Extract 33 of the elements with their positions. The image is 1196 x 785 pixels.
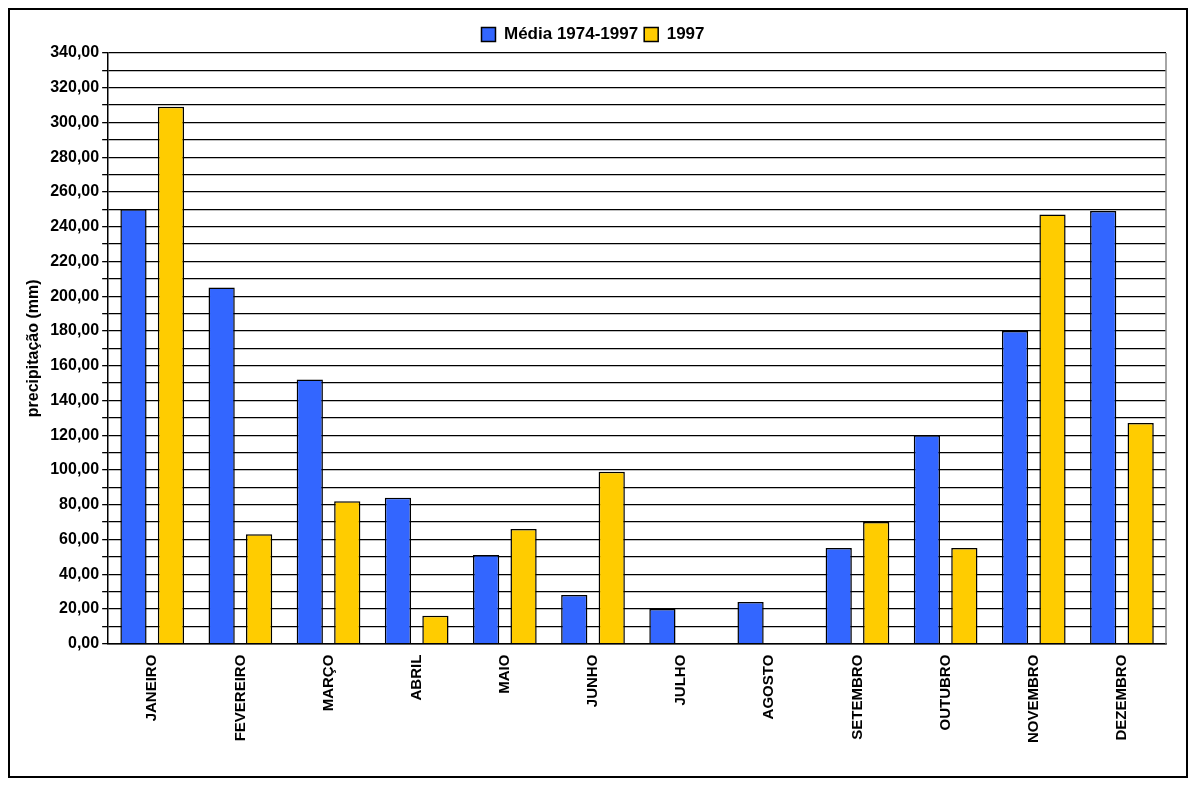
y-tick-label: 280,00	[50, 147, 100, 165]
y-tick-label: 140,00	[50, 390, 100, 408]
y-tick-label: 260,00	[50, 182, 100, 200]
x-tick-label: DEZEMBRO	[1112, 654, 1130, 741]
x-tick-label: SETEMBRO	[847, 654, 865, 740]
x-tick-label: JUNHO	[583, 654, 601, 708]
y-tick-label: 80,00	[59, 495, 100, 513]
y-tick-label: 300,00	[50, 112, 100, 130]
y-tick-label: 20,00	[59, 599, 100, 617]
x-tick-label: FEVEREIRO	[230, 654, 248, 742]
y-tick-label: 60,00	[59, 529, 100, 547]
y-tick-label: 220,00	[50, 251, 100, 269]
y-tick-label: 200,00	[50, 286, 100, 304]
y-tick-label: 340,00	[50, 43, 100, 61]
y-tick-label: 240,00	[50, 217, 100, 235]
x-tick-label: NOVEMBRO	[1023, 654, 1041, 744]
y-tick-label: 120,00	[50, 425, 100, 443]
x-tick-label: MARÇO	[318, 654, 336, 712]
y-axis-title: precipitação (mm)	[24, 279, 42, 418]
x-tick-label: JANEIRO	[142, 654, 160, 722]
y-tick-label: 180,00	[50, 321, 100, 339]
y-tick-label: 0,00	[68, 634, 100, 652]
x-tick-label: AGOSTO	[759, 654, 777, 720]
y-tick-label: 160,00	[50, 356, 100, 374]
x-tick-label: JULHO	[671, 654, 689, 706]
x-tick-label: OUTUBRO	[935, 654, 953, 731]
legend-label: Média 1974-1997	[503, 24, 639, 44]
y-tick-label: 40,00	[59, 564, 100, 582]
legend-label: 1997	[666, 24, 705, 44]
x-tick-label: MAIO	[494, 654, 512, 694]
y-tick-label: 320,00	[50, 78, 100, 96]
x-tick-label: ABRIL	[406, 654, 424, 701]
y-tick-label: 100,00	[50, 460, 100, 478]
